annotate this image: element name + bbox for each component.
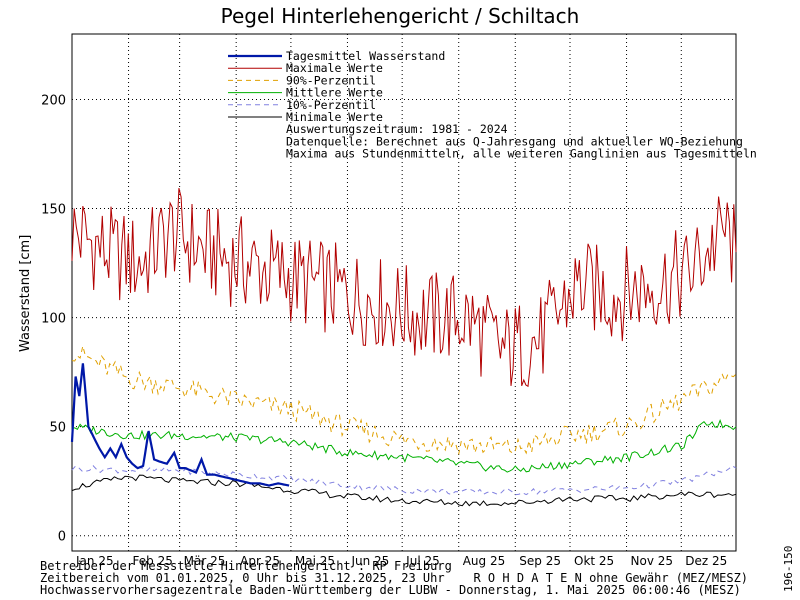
legend-label: 90%-Perzentil (286, 73, 376, 87)
legend-label: Mittlere Werte (286, 86, 383, 100)
series-layer (70, 187, 737, 507)
month-tick-label: Feb 25 (133, 554, 173, 568)
y-tick-label: 200 (41, 93, 66, 108)
y-tick-label: 150 (41, 203, 66, 218)
series-line-0 (70, 363, 290, 487)
month-tick-label: Mai 25 (295, 554, 335, 568)
axes-layer: 0 50 100 150 200 Jan 25 Feb 25 Mär 25 Apr 25 Mai … (41, 93, 727, 568)
legend-note: Auswertungszeitraum: 1981 - 2024 (286, 122, 508, 136)
footer-source: Hochwasservorhersagezentrale Baden-Württ… (40, 583, 741, 597)
chart-title: Pegel Hinterlehengericht / Schiltach (220, 4, 580, 28)
month-tick-label: Nov 25 (631, 554, 674, 568)
month-tick-label: Dez 25 (685, 554, 727, 568)
footer-operator: Betreiber der Messstelle Hinterlehengeri… (40, 559, 452, 573)
series-line-1 (71, 187, 737, 388)
plot-frame (71, 33, 737, 552)
legend-label: 10%-Perzentil (286, 98, 376, 112)
month-tick-label: Jan 25 (75, 554, 114, 568)
month-tick-label: Mär 25 (184, 554, 226, 568)
legend-label: Maximale Werte (286, 61, 383, 75)
legend-label: Tagesmittel Wasserstand (286, 49, 445, 63)
month-tick-label: Jul 25 (405, 554, 440, 568)
month-tick-label: Aug 25 (463, 554, 506, 568)
series-line-3 (71, 418, 737, 473)
footer-timerange: Zeitbereich vom 01.01.2025, 0 Uhr bis 31… (40, 571, 749, 585)
legend-label: Minimale Werte (286, 110, 383, 124)
side-code: 196-150 (782, 545, 795, 592)
month-tick-label: Sep 25 (519, 554, 561, 568)
y-tick-label: 50 (49, 421, 66, 436)
series-line-4 (71, 465, 737, 496)
y-tick-label: 0 (58, 530, 66, 545)
legend-note: Maxima aus Stundenmitteln, alle weiteren… (286, 147, 757, 161)
legend-note: Datenquelle: Berechnet aus Q-Jahresgang … (286, 134, 743, 148)
series-line-2 (71, 345, 737, 455)
grid-lines (72, 34, 736, 551)
series-line-5 (71, 474, 737, 507)
month-tick-label: Apr 25 (240, 554, 280, 568)
month-tick-label: Okt 25 (574, 554, 614, 568)
y-tick-label: 100 (41, 312, 66, 327)
month-tick-label: Jun 25 (350, 554, 389, 568)
